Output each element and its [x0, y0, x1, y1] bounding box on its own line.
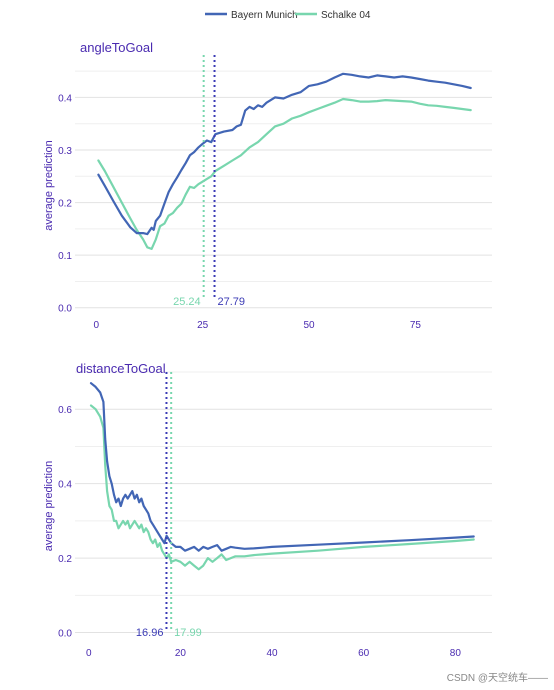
- y-tick-label: 0.4: [58, 480, 72, 491]
- reference-line-label: 27.79: [218, 296, 246, 308]
- x-tick-label: 60: [358, 648, 370, 659]
- legend-label-schalke: Schalke 04: [321, 10, 371, 21]
- reference-line-label: 17.99: [174, 627, 202, 639]
- x-tick-label: 80: [450, 648, 462, 659]
- series-line-bayern-munich: [89, 382, 475, 552]
- watermark: CSDN @天空统车——: [446, 673, 548, 684]
- panel-distance-to-goal: 0.0 0.2 0.4 0.6 0 20 40 60 80 distanceToGoal avera…: [43, 361, 492, 659]
- series-line-schalke-04: [97, 97, 472, 250]
- legend: Bayern Munich Schalke 04: [205, 10, 371, 21]
- x-tick-label: 75: [410, 320, 422, 331]
- series-line-bayern-munich: [97, 72, 472, 236]
- y-tick-label: 0.1: [58, 251, 72, 262]
- reference-line-label: 25.24: [173, 296, 201, 308]
- legend-label-bayern: Bayern Munich: [231, 10, 298, 21]
- y-tick-label: 0.4: [58, 93, 72, 104]
- y-tick-label: 0.6: [58, 405, 72, 416]
- x-tick-label: 0: [86, 648, 92, 659]
- y-tick-label: 0.2: [58, 554, 72, 565]
- x-tick-label: 50: [303, 320, 315, 331]
- reference-line-label: 16.96: [136, 627, 164, 639]
- panel-title: angleToGoal: [80, 40, 153, 55]
- panel-angle-to-goal: 0.0 0.1 0.2 0.3 0.4 0 25 50 75 angleToGoal average…: [43, 40, 492, 331]
- y-axis-label: average prediction: [43, 461, 55, 552]
- y-tick-label: 0.0: [58, 304, 72, 315]
- series-line-schalke-04: [89, 404, 475, 571]
- x-tick-label: 40: [266, 648, 278, 659]
- x-tick-label: 20: [175, 648, 187, 659]
- panel-title: distanceToGoal: [76, 361, 166, 376]
- y-tick-label: 0.0: [58, 629, 72, 640]
- x-tick-label: 0: [93, 320, 99, 331]
- x-tick-label: 25: [197, 320, 209, 331]
- y-axis-label: average prediction: [43, 140, 55, 231]
- y-tick-label: 0.3: [58, 146, 72, 157]
- y-tick-label: 0.2: [58, 199, 72, 210]
